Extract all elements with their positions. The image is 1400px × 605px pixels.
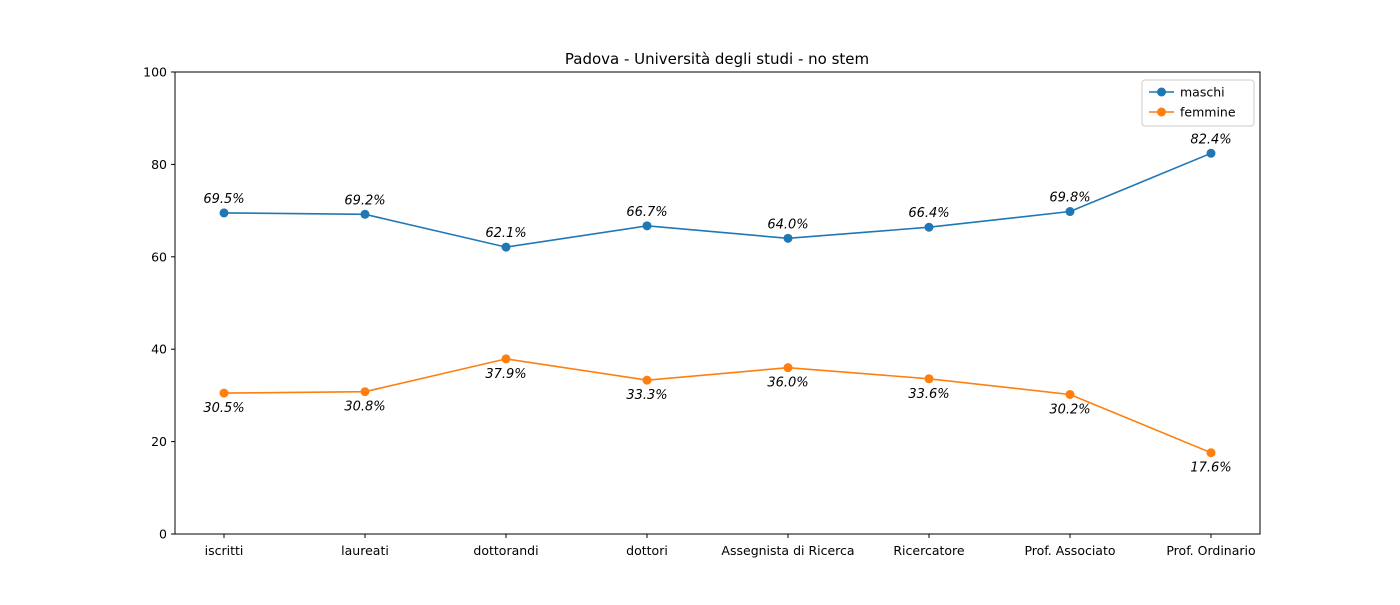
x-tick-label: Prof. Ordinario bbox=[1166, 543, 1255, 558]
data-point-maschi bbox=[219, 208, 229, 218]
x-tick-label: Assegnista di Ricerca bbox=[721, 543, 854, 558]
legend-item-maschi: maschi bbox=[1149, 85, 1225, 100]
data-label-maschi: 66.4% bbox=[908, 206, 949, 221]
series-line-femmine bbox=[223, 358, 1212, 454]
series-maschi: 69.5% 69.2% 62.1% 66.7% 64.0% 66.4% 69.8% 82.4% bbox=[203, 132, 1232, 252]
x-tick-label: dottorandi bbox=[473, 543, 538, 558]
data-point-femmine bbox=[642, 375, 652, 385]
data-label-maschi: 64.0% bbox=[767, 217, 808, 232]
data-point-maschi bbox=[783, 233, 793, 243]
data-point-femmine bbox=[1065, 389, 1075, 399]
data-point-maschi bbox=[924, 222, 934, 232]
y-tick-label: 80 bbox=[151, 157, 167, 172]
series-line-maschi bbox=[223, 152, 1212, 248]
data-point-femmine bbox=[360, 387, 370, 397]
data-point-femmine bbox=[219, 388, 229, 398]
data-label-femmine: 30.8% bbox=[344, 400, 385, 415]
y-tick-label: 20 bbox=[151, 434, 167, 449]
y-tick-label: 0 bbox=[159, 527, 167, 542]
data-point-maschi bbox=[1065, 207, 1075, 217]
data-label-maschi: 69.5% bbox=[203, 192, 244, 207]
data-label-femmine: 30.5% bbox=[203, 401, 244, 416]
data-label-maschi: 62.1% bbox=[485, 226, 526, 241]
data-point-maschi bbox=[501, 242, 511, 252]
data-point-femmine bbox=[783, 363, 793, 373]
plot-marks: 69.5% 69.2% 62.1% 66.7% 64.0% 66.4% 69.8% 82.4%… bbox=[203, 132, 1231, 475]
x-tick-label: Ricercatore bbox=[893, 543, 965, 558]
data-label-femmine: 37.9% bbox=[485, 367, 526, 382]
data-label-maschi: 69.8% bbox=[1049, 191, 1090, 206]
data-point-femmine bbox=[1206, 448, 1216, 458]
data-label-femmine: 33.6% bbox=[908, 387, 949, 402]
data-label-femmine: 30.2% bbox=[1049, 402, 1090, 417]
x-tick-label: dottori bbox=[626, 543, 668, 558]
legend: maschi femmine bbox=[1141, 79, 1255, 127]
legend-marker bbox=[1157, 107, 1166, 117]
data-point-femmine bbox=[924, 374, 934, 384]
chart-title: Padova - Università degli studi - no ste… bbox=[565, 50, 869, 68]
x-tick-label: iscritti bbox=[205, 543, 244, 558]
data-point-maschi bbox=[1206, 148, 1216, 158]
data-point-femmine bbox=[501, 354, 511, 364]
data-label-maschi: 69.2% bbox=[344, 193, 385, 208]
axes: 0 20 40 60 80 100 iscritti laureati dottorandi do… bbox=[143, 65, 1256, 559]
x-tick-label: laureati bbox=[341, 543, 389, 558]
x-tick-label: Prof. Associato bbox=[1024, 543, 1115, 558]
data-label-femmine: 17.6% bbox=[1190, 461, 1231, 476]
data-point-maschi bbox=[360, 209, 370, 219]
data-label-femmine: 36.0% bbox=[767, 376, 808, 391]
y-tick-label: 40 bbox=[151, 342, 167, 357]
data-label-femmine: 33.3% bbox=[626, 388, 667, 403]
legend-marker bbox=[1157, 87, 1166, 97]
data-label-maschi: 82.4% bbox=[1190, 132, 1231, 147]
y-tick-label: 100 bbox=[143, 65, 167, 80]
series-femmine: 30.5% 30.8% 37.9% 33.3% 36.0% 33.6% 30.2% 17.6% bbox=[203, 354, 1232, 476]
legend-label: maschi bbox=[1180, 85, 1225, 100]
legend-label: femmine bbox=[1180, 105, 1236, 120]
data-label-maschi: 66.7% bbox=[626, 205, 667, 220]
data-point-maschi bbox=[642, 221, 652, 231]
plot-area-frame bbox=[174, 71, 1261, 535]
y-tick-label: 60 bbox=[151, 249, 167, 264]
legend-item-femmine: femmine bbox=[1149, 105, 1236, 120]
